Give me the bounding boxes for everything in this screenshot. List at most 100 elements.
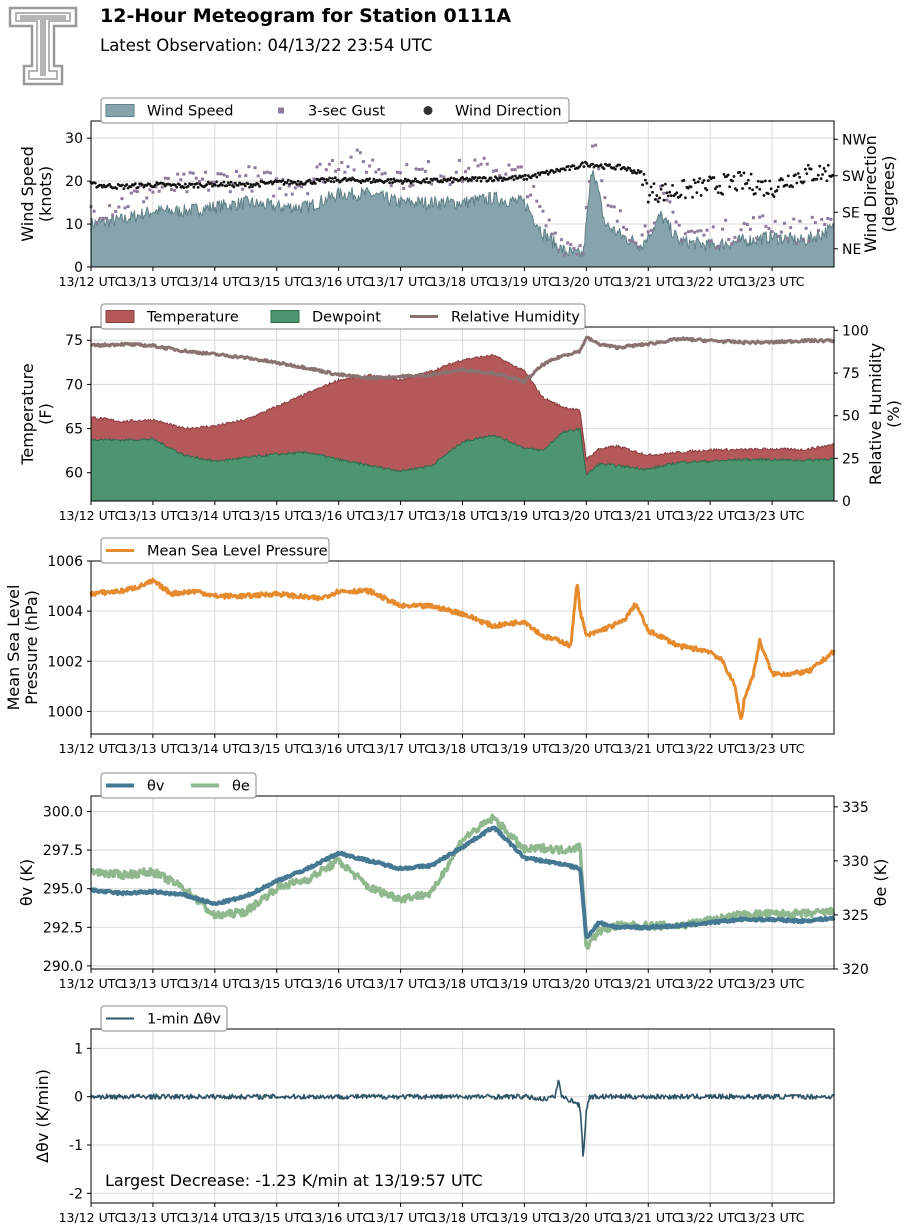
y2-tick-label: 330 [842, 854, 869, 870]
page-subtitle: Latest Observation: 04/13/22 23:54 UTC [100, 36, 433, 55]
x-tick-label: 13/16 UTC [306, 274, 371, 289]
y2-axis-label: θe (K) [871, 859, 890, 907]
gust-marker [473, 158, 477, 162]
wind-direction-marker [816, 173, 820, 177]
wind-direction-marker [613, 167, 617, 171]
x-tick-label: 13/21 UTC [616, 508, 681, 523]
wind-direction-marker [599, 163, 603, 167]
wind-direction-marker [256, 182, 260, 186]
x-tick-label: 13/15 UTC [244, 976, 309, 991]
wind-direction-marker [618, 163, 622, 167]
legend-label: Wind Speed [147, 104, 234, 120]
wind-direction-marker [766, 192, 770, 196]
wind-direction-marker [326, 179, 330, 182]
gust-marker [717, 244, 721, 248]
gust-marker [748, 227, 752, 231]
y2-tick-label: 100 [842, 323, 869, 339]
x-tick-label: 13/15 UTC [244, 1210, 309, 1225]
wind-direction-marker [215, 180, 219, 184]
wind-direction-marker [771, 193, 774, 196]
x-tick-label: 13/17 UTC [368, 508, 433, 523]
gust-marker [352, 168, 356, 172]
y-tick-label: 300.0 [43, 804, 83, 820]
wind-direction-marker [692, 178, 696, 182]
gust-marker [513, 168, 517, 172]
y-tick-label: 70 [65, 377, 83, 393]
gust-marker [256, 174, 260, 178]
gust-marker [544, 224, 548, 228]
wind-direction-marker [402, 179, 406, 183]
gust-marker [708, 239, 712, 243]
gust-marker [464, 170, 468, 174]
gust-marker [674, 220, 678, 224]
wind-direction-marker [425, 177, 429, 181]
wind-direction-marker [705, 188, 709, 192]
gust-marker [683, 232, 687, 236]
gust-marker [594, 143, 598, 147]
gust-marker [166, 176, 170, 180]
wind-direction-marker [232, 185, 236, 189]
legend-swatch [105, 104, 135, 117]
wind-direction-marker [585, 162, 589, 166]
gust-marker [197, 180, 201, 184]
gust-marker [278, 187, 282, 191]
gust-marker [454, 170, 458, 174]
gust-marker [235, 169, 239, 173]
wind-direction-marker [386, 178, 390, 182]
wind-direction-marker [764, 179, 767, 183]
wind-direction-marker [331, 177, 334, 180]
gust-marker [346, 165, 350, 169]
wind-direction-marker [824, 169, 827, 173]
wind-direction-marker [718, 184, 722, 188]
wind-direction-marker [483, 176, 487, 180]
gust-marker [686, 230, 690, 234]
x-tick-label: 13/23 UTC [740, 976, 805, 991]
x-tick-label: 13/19 UTC [492, 976, 557, 991]
wind-direction-marker [651, 190, 654, 194]
gust-marker [649, 228, 653, 232]
wind-direction-marker [608, 163, 612, 167]
legend-label: Dewpoint [312, 310, 381, 326]
wind-direction-marker [772, 195, 776, 198]
wind-direction-marker [762, 194, 766, 197]
x-tick-label: 13/15 UTC [244, 741, 309, 756]
wind-direction-marker [322, 177, 326, 181]
wind-direction-marker [533, 172, 537, 176]
wind-direction-marker [679, 193, 683, 197]
wind-direction-marker [523, 173, 527, 177]
y2-tick-label: 50 [842, 409, 860, 425]
gust-marker [371, 158, 375, 162]
wind-direction-marker [391, 181, 394, 185]
x-tick-label: 13/14 UTC [182, 741, 247, 756]
gust-marker [789, 226, 793, 230]
y-tick-label: 0 [74, 260, 83, 276]
gust-marker [495, 168, 499, 172]
x-tick-label: 13/15 UTC [244, 508, 309, 523]
axis-label-line: (knots) [36, 166, 55, 222]
gust-marker [253, 166, 257, 170]
y-tick-label: 297.5 [43, 843, 83, 859]
y-tick-label: 1 [74, 1041, 83, 1057]
gust-marker [265, 170, 269, 174]
wind-direction-marker [359, 181, 363, 185]
gust-marker [609, 204, 613, 208]
wind-direction-marker [423, 180, 427, 184]
gust-marker [200, 177, 204, 181]
x-tick-label: 13/14 UTC [182, 976, 247, 991]
gust-marker [637, 245, 641, 249]
wind-direction-marker [781, 178, 784, 182]
wind-direction-marker [749, 172, 753, 176]
wind-direction-marker [293, 180, 297, 184]
gust-marker [776, 234, 780, 238]
gust-marker [600, 179, 604, 183]
gust-marker [727, 237, 731, 241]
x-tick-label: 13/19 UTC [492, 741, 557, 756]
wind-direction-marker [413, 177, 417, 181]
gust-marker [662, 191, 666, 195]
wind-direction-marker [768, 179, 772, 183]
gust-marker [724, 218, 728, 222]
gust-marker [733, 235, 737, 239]
wind-direction-marker [281, 179, 284, 183]
x-tick-label: 13/19 UTC [492, 274, 557, 289]
